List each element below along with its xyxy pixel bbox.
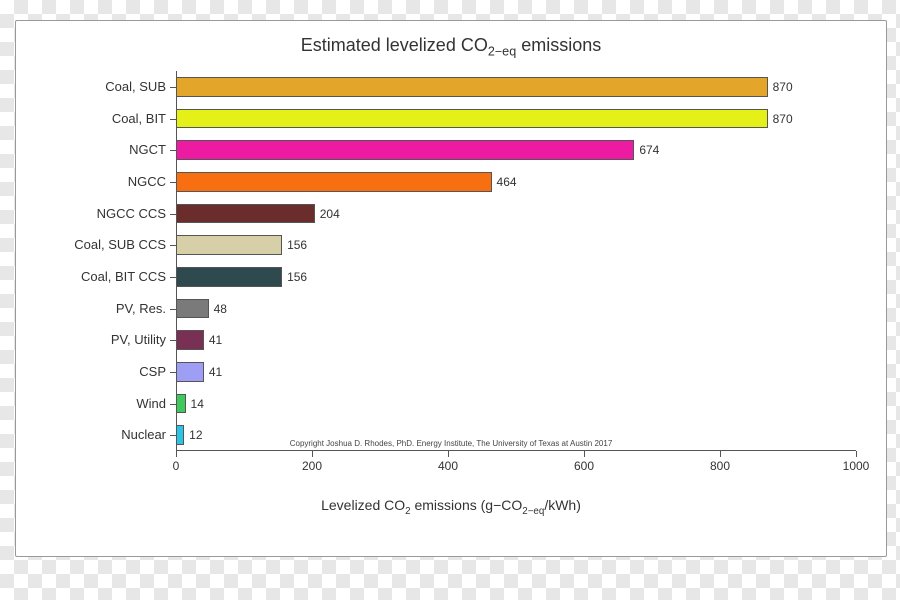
bar bbox=[176, 77, 768, 97]
category-label: NGCC CCS bbox=[97, 206, 166, 221]
plot-area: 0200400600800100087087067446420415615648… bbox=[176, 71, 856, 451]
category-label: NGCC bbox=[128, 174, 166, 189]
x-tick-label: 400 bbox=[438, 459, 458, 473]
bar-value-label: 41 bbox=[209, 365, 222, 379]
bar bbox=[176, 235, 282, 255]
chart-title: Estimated levelized CO2−eq emissions bbox=[16, 35, 886, 59]
bar bbox=[176, 299, 209, 319]
category-label: Coal, SUB bbox=[105, 79, 166, 94]
bar-value-label: 48 bbox=[214, 302, 227, 316]
x-tick-label: 800 bbox=[710, 459, 730, 473]
bar bbox=[176, 140, 634, 160]
bar bbox=[176, 109, 768, 129]
bar bbox=[176, 204, 315, 224]
category-label: Wind bbox=[136, 396, 166, 411]
x-axis bbox=[176, 450, 856, 451]
x-axis-label: Levelized CO2 emissions (g−CO2−eq/kWh) bbox=[16, 497, 886, 517]
x-tick bbox=[176, 451, 177, 457]
bar-value-label: 870 bbox=[773, 80, 793, 94]
chart-panel: Estimated levelized CO2−eq emissions 0 20… bbox=[15, 20, 887, 557]
x-tick-label: 200 bbox=[302, 459, 322, 473]
bar-value-label: 41 bbox=[209, 333, 222, 347]
category-label: PV, Res. bbox=[116, 301, 166, 316]
bar-value-label: 14 bbox=[191, 397, 204, 411]
bar bbox=[176, 362, 204, 382]
bar-value-label: 870 bbox=[773, 112, 793, 126]
x-tick bbox=[856, 451, 857, 457]
category-label: PV, Utility bbox=[111, 332, 166, 347]
x-tick-label: 600 bbox=[574, 459, 594, 473]
bar-value-label: 156 bbox=[287, 238, 307, 252]
x-tick-label: 1000 bbox=[843, 459, 870, 473]
x-tick bbox=[584, 451, 585, 457]
category-label: CSP bbox=[139, 364, 166, 379]
bar bbox=[176, 330, 204, 350]
bar bbox=[176, 172, 492, 192]
bar bbox=[176, 394, 186, 414]
bar-value-label: 464 bbox=[497, 175, 517, 189]
bar bbox=[176, 267, 282, 287]
bar-value-label: 204 bbox=[320, 207, 340, 221]
bar-value-label: 674 bbox=[639, 143, 659, 157]
category-label: Coal, SUB CCS bbox=[74, 237, 166, 252]
category-label: NGCT bbox=[129, 142, 166, 157]
category-label: Coal, BIT bbox=[112, 111, 166, 126]
category-label: Coal, BIT CCS bbox=[81, 269, 166, 284]
x-tick bbox=[720, 451, 721, 457]
category-label: Nuclear bbox=[121, 427, 166, 442]
x-tick bbox=[312, 451, 313, 457]
canvas: Estimated levelized CO2−eq emissions 0 20… bbox=[0, 0, 900, 600]
x-tick-label: 0 bbox=[173, 459, 180, 473]
x-tick bbox=[448, 451, 449, 457]
bar-value-label: 156 bbox=[287, 270, 307, 284]
